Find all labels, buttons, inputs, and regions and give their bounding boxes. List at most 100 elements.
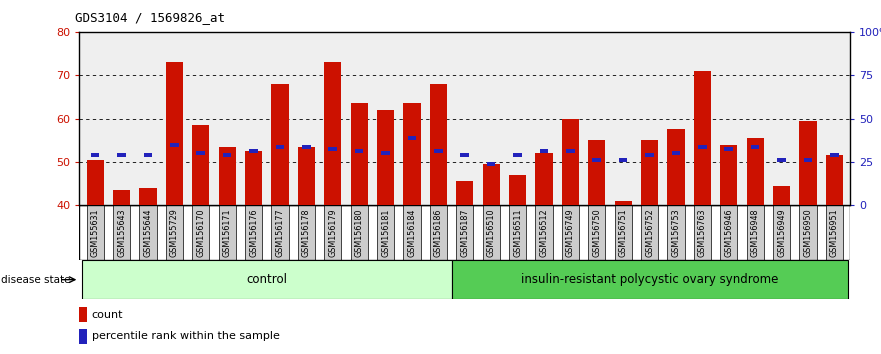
Text: control: control — [246, 273, 287, 286]
Bar — [245, 205, 263, 260]
Bar — [615, 205, 632, 260]
Bar — [113, 205, 130, 260]
Bar — [746, 138, 764, 205]
Bar — [777, 158, 786, 162]
Text: GSM156950: GSM156950 — [803, 209, 812, 257]
Bar — [799, 121, 817, 205]
Bar — [408, 136, 416, 140]
Text: GSM156948: GSM156948 — [751, 209, 759, 257]
Bar — [671, 151, 680, 155]
Bar — [724, 147, 733, 151]
Text: GSM156946: GSM156946 — [724, 209, 733, 257]
Bar — [192, 205, 210, 260]
Bar — [324, 62, 341, 205]
Bar — [271, 84, 288, 205]
Bar — [403, 103, 420, 205]
Bar — [667, 130, 685, 205]
Bar — [751, 145, 759, 149]
Bar — [799, 205, 817, 260]
Bar — [249, 149, 258, 153]
Bar — [645, 154, 654, 158]
Bar — [693, 205, 711, 260]
Bar — [589, 140, 605, 205]
Text: disease state: disease state — [1, 275, 70, 285]
Text: percentile rank within the sample: percentile rank within the sample — [92, 331, 279, 341]
Bar — [298, 147, 315, 205]
Bar — [166, 205, 183, 260]
Text: GSM156187: GSM156187 — [460, 209, 470, 257]
Text: GSM156177: GSM156177 — [276, 209, 285, 257]
Bar — [483, 205, 500, 260]
Bar — [803, 158, 812, 162]
Bar — [456, 205, 473, 260]
Bar — [86, 205, 104, 260]
Bar — [113, 190, 130, 205]
Text: GSM155644: GSM155644 — [144, 209, 152, 257]
Bar — [351, 103, 367, 205]
Bar — [509, 175, 526, 205]
Bar — [589, 205, 605, 260]
Bar — [324, 205, 341, 260]
Bar — [693, 71, 711, 205]
Bar — [562, 119, 579, 205]
Bar — [720, 144, 737, 205]
Bar — [456, 182, 473, 205]
Bar — [355, 149, 364, 153]
Bar — [562, 205, 579, 260]
Bar — [825, 205, 843, 260]
Bar — [302, 145, 311, 149]
Bar — [271, 205, 288, 260]
Bar — [434, 149, 442, 153]
Text: GSM155643: GSM155643 — [117, 209, 126, 257]
Bar — [218, 147, 236, 205]
Bar — [82, 260, 452, 299]
Bar — [430, 205, 447, 260]
Text: GSM156949: GSM156949 — [777, 209, 786, 257]
Text: count: count — [92, 310, 123, 320]
Text: GSM156171: GSM156171 — [223, 209, 232, 257]
Bar — [618, 158, 627, 162]
Text: GSM156751: GSM156751 — [618, 209, 627, 257]
Bar — [773, 205, 790, 260]
Bar — [377, 205, 394, 260]
Bar — [298, 205, 315, 260]
Bar — [514, 154, 522, 158]
Bar — [377, 110, 394, 205]
Bar — [329, 147, 337, 151]
Bar — [830, 154, 839, 158]
Bar — [615, 201, 632, 205]
Text: GSM155631: GSM155631 — [91, 209, 100, 257]
Bar — [566, 149, 574, 153]
Bar — [117, 154, 126, 158]
Text: GSM156186: GSM156186 — [433, 209, 443, 257]
Text: GSM156181: GSM156181 — [381, 209, 390, 257]
Bar — [381, 151, 389, 155]
Bar — [166, 62, 183, 205]
Text: GSM156749: GSM156749 — [566, 209, 574, 257]
Text: GSM156753: GSM156753 — [671, 209, 680, 257]
Text: GSM156512: GSM156512 — [539, 209, 549, 257]
Bar — [144, 154, 152, 158]
Bar — [641, 140, 658, 205]
Bar — [536, 205, 552, 260]
Bar — [540, 149, 548, 153]
Bar — [139, 188, 157, 205]
Bar — [218, 205, 236, 260]
Bar — [223, 154, 232, 158]
Text: GDS3104 / 1569826_at: GDS3104 / 1569826_at — [75, 11, 225, 24]
Bar — [641, 205, 658, 260]
Bar — [403, 205, 420, 260]
Bar — [667, 205, 685, 260]
Bar — [91, 154, 100, 158]
Bar — [245, 151, 263, 205]
Bar — [773, 186, 790, 205]
Bar — [170, 143, 179, 147]
Bar — [86, 160, 104, 205]
Text: GSM156179: GSM156179 — [329, 209, 337, 257]
Text: GSM156750: GSM156750 — [592, 209, 601, 257]
Bar — [746, 205, 764, 260]
Text: insulin-resistant polycystic ovary syndrome: insulin-resistant polycystic ovary syndr… — [521, 273, 778, 286]
Bar — [276, 145, 285, 149]
Bar — [825, 155, 843, 205]
Bar — [461, 154, 469, 158]
